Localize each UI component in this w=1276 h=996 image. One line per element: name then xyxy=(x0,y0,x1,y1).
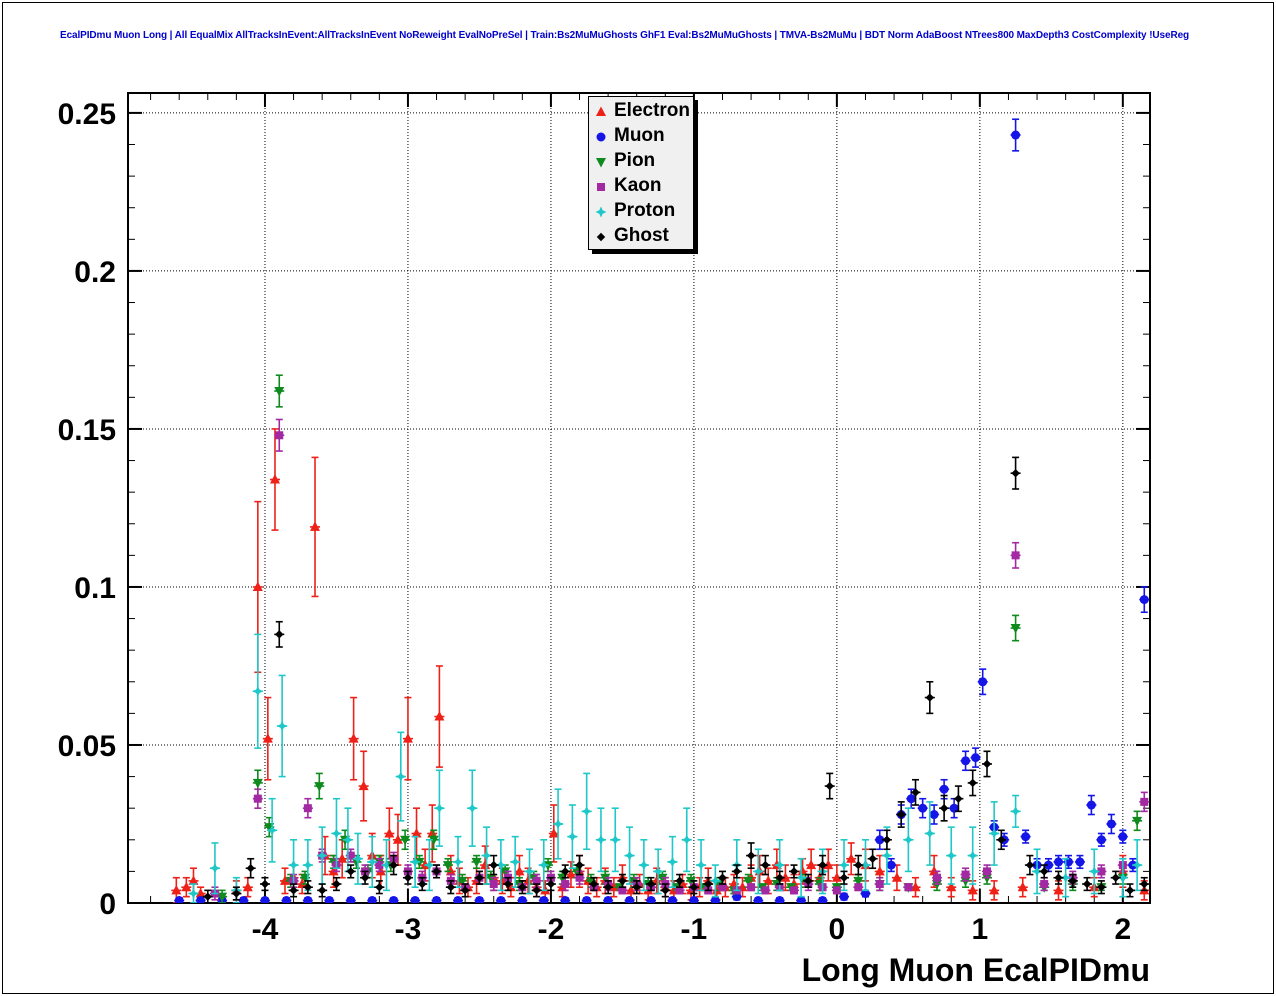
legend-entry-ghost: Ghost xyxy=(591,223,690,248)
star-marker-icon xyxy=(595,206,607,217)
x-tick-label: -2 xyxy=(538,913,565,946)
legend-entry-electron: Electron xyxy=(591,98,690,123)
legend-label: Proton xyxy=(614,200,676,221)
series-kaon xyxy=(209,418,1150,901)
diamond-marker-icon xyxy=(596,232,606,241)
legend-entry-muon: Muon xyxy=(591,123,690,148)
series-pion xyxy=(217,374,1143,903)
triangle-up-marker-icon xyxy=(596,106,606,116)
y-tick-label: 0.25 xyxy=(58,98,116,131)
y-tick-label: 0.2 xyxy=(74,256,116,289)
y-tick-label: 0 xyxy=(99,888,116,921)
plot-frame xyxy=(127,92,1151,904)
circle-marker-icon xyxy=(596,132,606,141)
plot-title: EcalPIDmu Muon Long | All EqualMix AllTr… xyxy=(60,30,1190,41)
series-proton xyxy=(187,633,1143,903)
x-tick-label: 2 xyxy=(1114,913,1131,946)
x-tick-label: -1 xyxy=(681,913,708,946)
y-tick-label: 0.05 xyxy=(58,730,116,763)
series-electron xyxy=(171,428,1150,903)
x-axis-title: Long Muon EcalPIDmu xyxy=(802,952,1150,988)
x-tick-label: 1 xyxy=(972,913,989,946)
series-ghost xyxy=(202,456,1150,903)
legend-entry-pion: Pion xyxy=(591,148,690,173)
square-marker-icon xyxy=(597,182,605,191)
legend-entry-kaon: Kaon xyxy=(591,173,690,198)
x-tick-label: -4 xyxy=(252,913,279,946)
legend: Electron Muon Pion Kaon Proton Ghost xyxy=(588,96,695,250)
legend-label: Muon xyxy=(614,125,665,146)
legend-label: Pion xyxy=(614,150,656,171)
legend-entry-proton: Proton xyxy=(591,198,690,223)
legend-label: Kaon xyxy=(614,175,662,196)
triangle-down-marker-icon xyxy=(596,157,606,167)
series-muon xyxy=(174,118,1150,903)
legend-label: Electron xyxy=(614,100,691,121)
x-tick-label: 0 xyxy=(829,913,846,946)
x-tick-label: -3 xyxy=(395,913,422,946)
y-tick-label: 0.1 xyxy=(74,572,116,605)
y-tick-label: 0.15 xyxy=(58,414,116,447)
axis-tick-labels: -4 -3 -2 -1 0 1 2 0 0.05 0.1 0.15 0.2 0.25 xyxy=(58,98,1132,946)
legend-label: Ghost xyxy=(614,225,669,246)
